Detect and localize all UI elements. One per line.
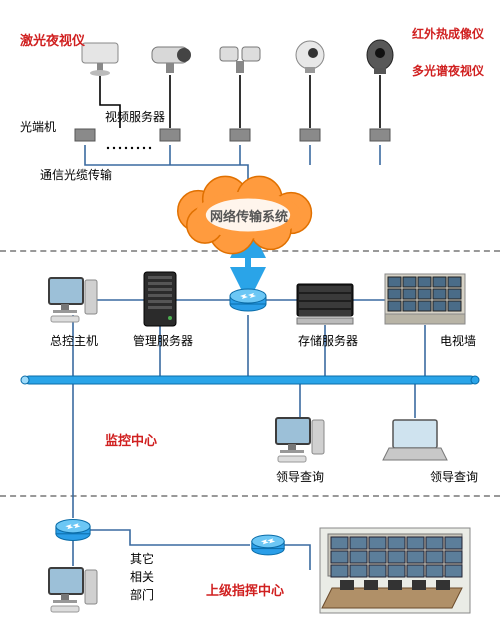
- label-other-3: 部门: [130, 586, 154, 603]
- svg-layer: [0, 0, 500, 629]
- label-leader-query-1: 领导查询: [276, 468, 324, 485]
- label-main-host: 总控主机: [50, 332, 98, 349]
- edges-group: [73, 75, 425, 570]
- bus-group: [21, 376, 479, 384]
- label-other-1: 其它: [130, 550, 154, 567]
- label-storage-server: 存储服务器: [298, 332, 358, 349]
- label-optical: 光端机: [20, 118, 56, 135]
- label-thermal: 红外热成像仪: [412, 25, 484, 42]
- nodes-group: [49, 40, 470, 613]
- label-monitor-center: 监控中心: [105, 430, 157, 449]
- diagram-root: 激光夜视仪 红外热成像仪 多光谱夜视仪 光端机 视频服务器 通信光缆传输 网络传…: [0, 0, 500, 629]
- label-fiber: 通信光缆传输: [40, 166, 112, 183]
- label-video-server: 视频服务器: [105, 108, 165, 125]
- label-mgmt-server: 管理服务器: [133, 332, 193, 349]
- label-cloud: 网络传输系统: [210, 206, 288, 225]
- label-laser-night: 激光夜视仪: [20, 30, 85, 49]
- label-superior: 上级指挥中心: [206, 580, 284, 599]
- label-leader-query-2: 领导查询: [430, 468, 478, 485]
- label-other-2: 相关: [130, 568, 154, 585]
- label-multispectral: 多光谱夜视仪: [412, 62, 484, 79]
- label-tv-wall: 电视墙: [440, 332, 476, 349]
